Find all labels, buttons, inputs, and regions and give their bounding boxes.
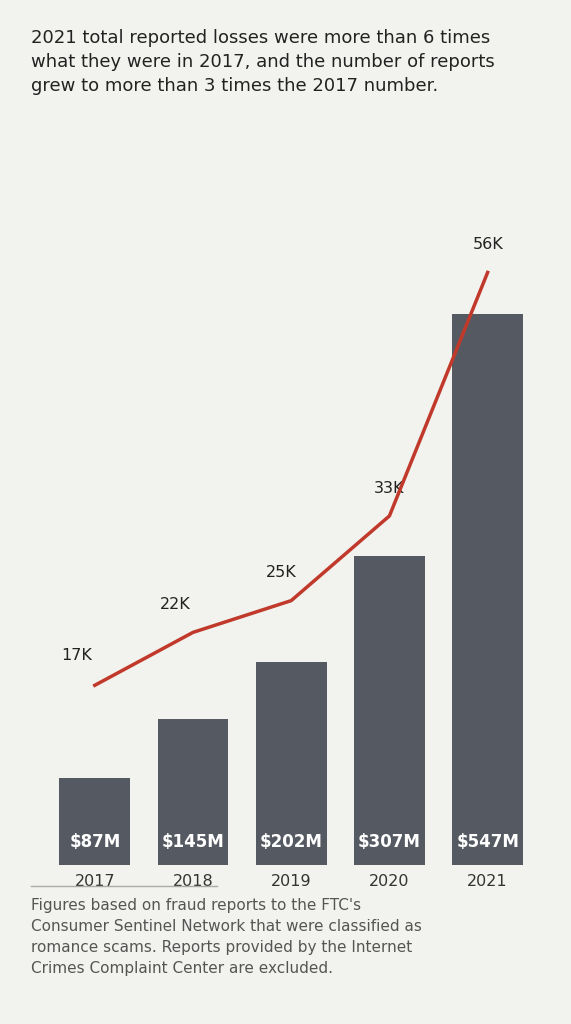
Text: 2021 total reported losses were more than 6 times
what they were in 2017, and th: 2021 total reported losses were more tha…: [31, 29, 495, 95]
Bar: [452, 313, 523, 865]
Text: Figures based on fraud reports to the FTC's
Consumer Sentinel Network that were : Figures based on fraud reports to the FT…: [31, 898, 423, 976]
Text: $145M: $145M: [162, 834, 224, 851]
Text: $547M: $547M: [456, 834, 519, 851]
Bar: [158, 719, 228, 865]
Text: $87M: $87M: [69, 834, 120, 851]
Text: 25K: 25K: [266, 565, 297, 581]
Text: 56K: 56K: [472, 238, 503, 252]
Text: 33K: 33K: [374, 480, 405, 496]
Text: 17K: 17K: [62, 648, 93, 664]
Bar: [256, 662, 327, 865]
Text: 22K: 22K: [160, 597, 191, 612]
Text: $202M: $202M: [260, 834, 323, 851]
Bar: [354, 556, 425, 865]
Bar: [59, 777, 130, 865]
Text: $307M: $307M: [358, 834, 421, 851]
